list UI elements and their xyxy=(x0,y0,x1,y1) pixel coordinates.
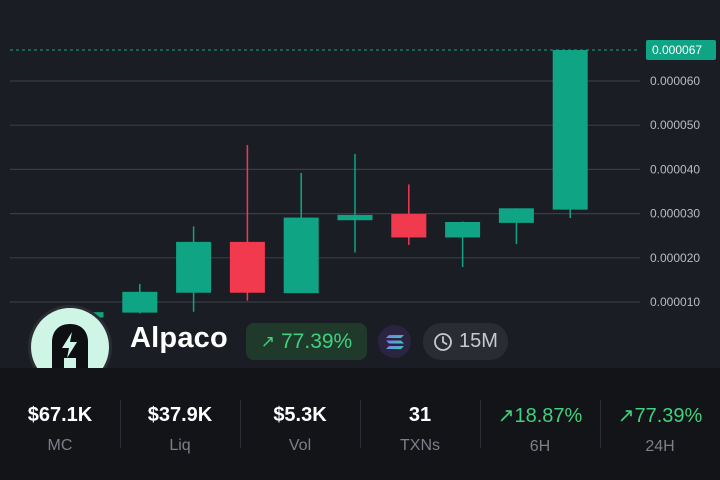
last-price-tag xyxy=(646,40,716,61)
stat-label: 24H xyxy=(645,437,675,455)
timeframe-label: 15M xyxy=(459,330,498,352)
stat-value: ↗18.87% xyxy=(498,403,583,428)
candle-body xyxy=(283,217,319,294)
arrow-up-right-icon: ↗ xyxy=(617,404,635,427)
y-tick-label: 0.000010 xyxy=(650,295,700,309)
candle-body xyxy=(229,241,265,293)
arrow-up-right-icon: ↗ xyxy=(260,331,275,351)
stat-volume: $5.3K Vol xyxy=(240,368,360,480)
stat-label: Liq xyxy=(169,436,191,454)
arrow-up-right-icon: ↗ xyxy=(497,404,515,427)
stat-value: $5.3K xyxy=(273,403,327,426)
y-tick-label: 0.000020 xyxy=(650,251,700,265)
candle-body xyxy=(176,241,212,293)
stat-label: Vol xyxy=(288,436,312,454)
y-tick-label: 0.000060 xyxy=(650,74,700,88)
stats-bar: $67.1K MC $37.9K Liq $5.3K Vol 31 TXNs ↗… xyxy=(0,368,720,480)
y-tick-label: 0.000030 xyxy=(650,207,700,221)
stat-value: $67.1K xyxy=(27,403,93,426)
stat-value: ↗77.39% xyxy=(618,403,703,428)
stat-change-value: 77.39% xyxy=(634,404,703,427)
stat-24h-change[interactable]: ↗77.39% 24H xyxy=(600,368,720,480)
price-chart[interactable]: 0.000060 0.000050 0.000040 0.000030 0.000020… xyxy=(0,0,720,368)
candle-body xyxy=(122,291,158,313)
candle-body xyxy=(498,208,534,223)
stat-label: MC xyxy=(47,436,73,454)
candle-body xyxy=(552,50,588,210)
stat-label: TXNs xyxy=(400,436,440,454)
solana-icon[interactable] xyxy=(378,325,411,358)
candlestick-chart[interactable]: 0.000060 0.000050 0.000040 0.000030 0.000020… xyxy=(0,0,720,368)
stat-change-value: 18.87% xyxy=(514,404,583,427)
y-tick-label: 0.000050 xyxy=(650,118,700,132)
stat-value: $37.9K xyxy=(147,403,213,426)
price-change-badge: ↗ 77.39% xyxy=(246,323,367,360)
stat-transactions: 31 TXNs xyxy=(360,368,480,480)
last-price-label: 0.000067 xyxy=(652,43,702,57)
alpaco-logo-icon xyxy=(52,324,88,370)
timeframe-selector[interactable]: 15M xyxy=(423,323,508,360)
candle-body xyxy=(337,214,373,221)
stat-value: 31 xyxy=(408,403,432,426)
y-tick-label: 0.000040 xyxy=(650,162,700,176)
stat-liquidity: $37.9K Liq xyxy=(120,368,240,480)
candle-body xyxy=(391,214,427,238)
stat-label: 6H xyxy=(529,437,551,455)
stat-6h-change[interactable]: ↗18.87% 6H xyxy=(480,368,600,480)
price-change-value: 77.39% xyxy=(281,329,353,353)
clock-icon xyxy=(434,332,452,351)
candle-body xyxy=(445,221,481,238)
stat-market-cap: $67.1K MC xyxy=(0,368,120,480)
token-name: Alpaco xyxy=(130,322,228,354)
